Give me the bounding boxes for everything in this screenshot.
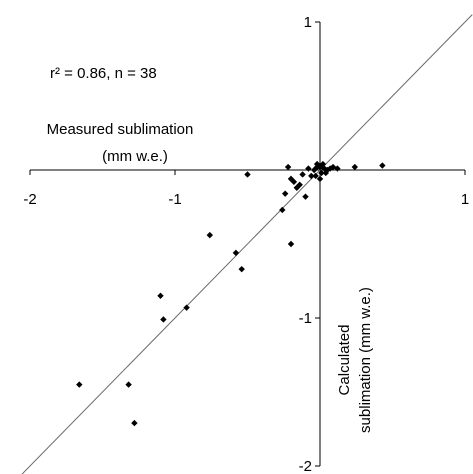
x-axis-title-line-1: Measured sublimation <box>47 121 194 138</box>
x-tick-label: -1 <box>168 191 181 208</box>
y-axis-title-line-1: Calculated <box>336 325 353 396</box>
data-points <box>76 160 386 427</box>
data-point <box>305 165 312 172</box>
data-point <box>299 171 306 178</box>
data-point <box>312 172 319 180</box>
y-tick-label: -1 <box>299 310 312 327</box>
data-point <box>296 181 303 188</box>
one-to-one-line-layer <box>21 14 473 474</box>
data-point <box>334 165 341 172</box>
x-tick-label: 1 <box>461 191 469 208</box>
data-point <box>318 169 325 177</box>
data-point <box>351 163 358 171</box>
data-point <box>244 171 251 178</box>
data-point <box>379 162 386 169</box>
data-point <box>131 419 138 427</box>
y-axis-title-line-2: sublimation (mm w.e.) <box>357 287 374 433</box>
stats-annotation: r² = 0.86, n = 38 <box>50 65 157 82</box>
data-point <box>287 240 295 248</box>
data-point <box>284 163 292 171</box>
data-point <box>76 381 83 388</box>
data-point <box>316 175 324 183</box>
data-point <box>308 172 315 180</box>
data-point <box>324 166 331 174</box>
data-point <box>302 193 309 200</box>
y-tick-label: -2 <box>299 458 312 474</box>
x-axis-title-line-2: (mm w.e.) <box>102 148 168 165</box>
data-point <box>125 381 132 388</box>
data-point <box>160 316 167 323</box>
one-to-one-line <box>21 14 473 474</box>
data-point <box>232 249 240 257</box>
y-tick-label: 1 <box>304 14 312 31</box>
data-point <box>157 292 164 299</box>
labels: r² = 0.86, n = 38 Measured sublimation (… <box>47 65 374 433</box>
data-point <box>238 265 245 273</box>
data-point <box>183 304 190 311</box>
axes: -2 -1 1 1 -1 -2 <box>23 14 469 474</box>
data-point <box>279 206 286 214</box>
x-tick-label: -2 <box>23 191 36 208</box>
data-point <box>206 231 213 239</box>
data-point <box>290 178 298 186</box>
data-point <box>282 190 289 197</box>
